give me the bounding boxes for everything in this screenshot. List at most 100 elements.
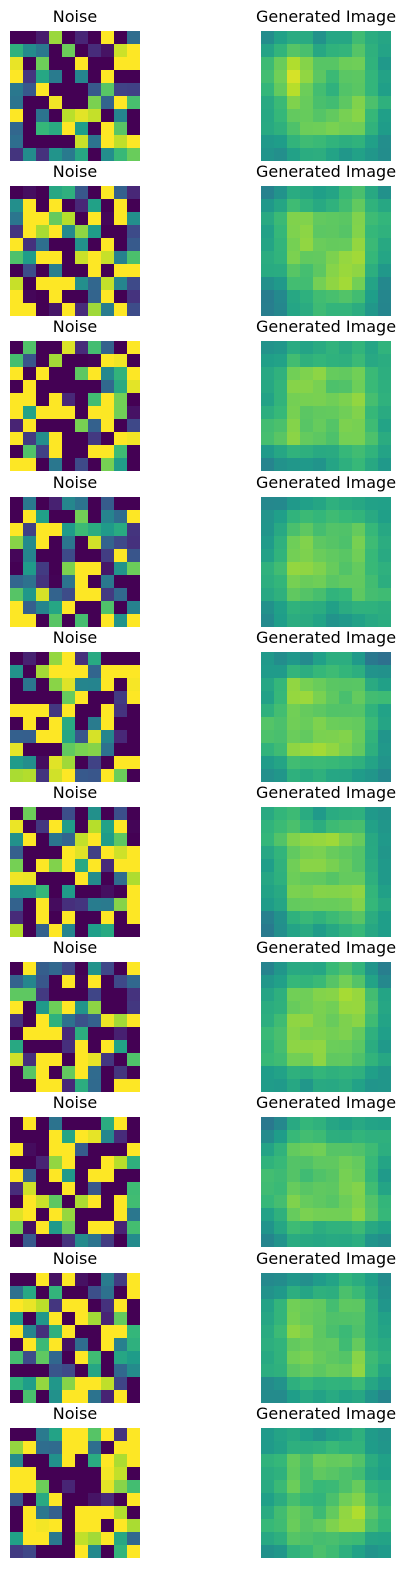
- heatmap-cell: [339, 846, 353, 860]
- heatmap-cell: [274, 988, 288, 1002]
- heatmap-cell: [75, 1376, 89, 1390]
- heatmap-cell: [378, 1156, 391, 1170]
- heatmap-cell: [10, 522, 24, 536]
- heatmap-cell: [101, 898, 115, 912]
- heatmap-cell: [75, 859, 89, 873]
- heatmap-cell: [127, 445, 140, 459]
- heatmap-cell: [313, 122, 327, 136]
- heatmap-cell: [313, 924, 327, 937]
- heatmap-cell: [36, 664, 50, 679]
- heatmap-cell: [127, 548, 140, 562]
- heatmap-cell: [274, 212, 288, 226]
- heatmap-cell: [326, 109, 340, 123]
- heatmap-cell: [36, 341, 50, 355]
- heatmap-cell: [23, 1479, 37, 1494]
- heatmap-cell: [10, 225, 24, 239]
- heatmap-cell: [88, 690, 102, 705]
- heatmap-cell: [127, 1453, 140, 1468]
- heatmap-cell: [49, 1350, 63, 1364]
- heatmap-cell: [10, 1272, 24, 1286]
- heatmap-cell: [88, 1531, 102, 1546]
- heatmap-cell: [274, 303, 288, 317]
- heatmap-cell: [365, 924, 379, 937]
- heatmap-cell: [287, 57, 301, 71]
- heatmap-cell: [101, 613, 115, 627]
- heatmap-cell: [10, 458, 24, 472]
- heatmap-cell: [261, 807, 275, 821]
- heatmap-cell: [62, 1376, 76, 1390]
- heatmap-cell: [36, 380, 50, 394]
- heatmap-cell: [88, 264, 102, 278]
- generated-image-heatmap: [261, 1272, 391, 1403]
- heatmap-cell: [313, 277, 327, 291]
- heatmap-cell: [101, 83, 115, 97]
- heatmap-cell: [75, 251, 89, 265]
- heatmap-cell: [313, 1027, 327, 1041]
- heatmap-cell: [300, 445, 314, 459]
- heatmap-cell: [88, 496, 102, 510]
- heatmap-cell: [274, 755, 288, 770]
- heatmap-cell: [101, 1156, 115, 1170]
- heatmap-cell: [287, 561, 301, 575]
- heatmap-cell: [261, 212, 275, 226]
- heatmap-cell: [274, 548, 288, 562]
- heatmap-cell: [127, 535, 140, 549]
- heatmap-cell: [339, 1001, 353, 1015]
- heatmap-cell: [49, 354, 63, 368]
- heatmap-cell: [378, 535, 391, 549]
- heatmap-cell: [300, 1311, 314, 1325]
- heatmap-cell: [326, 458, 340, 472]
- heatmap-cell: [261, 1195, 275, 1209]
- heatmap-cell: [365, 574, 379, 588]
- heatmap-cell: [62, 1040, 76, 1054]
- heatmap-cell: [261, 1427, 275, 1442]
- heatmap-cell: [352, 380, 366, 394]
- heatmap-cell: [49, 1453, 63, 1468]
- heatmap-cell: [62, 70, 76, 84]
- heatmap-cell: [101, 975, 115, 989]
- heatmap-cell: [326, 277, 340, 291]
- heatmap-cell: [274, 83, 288, 97]
- heatmap-cell: [287, 962, 301, 976]
- heatmap-cell: [339, 393, 353, 407]
- heatmap-cell: [261, 574, 275, 588]
- heatmap-cell: [300, 238, 314, 252]
- heatmap-cell: [287, 1195, 301, 1209]
- heatmap-cell: [62, 898, 76, 912]
- heatmap-cell: [274, 587, 288, 601]
- heatmap-cell: [36, 238, 50, 252]
- heatmap-cell: [114, 561, 128, 575]
- heatmap-cell: [88, 186, 102, 200]
- heatmap-cell: [36, 651, 50, 666]
- heatmap-cell: [36, 1221, 50, 1235]
- noise-heatmap: [10, 651, 140, 782]
- heatmap-cell: [62, 729, 76, 744]
- heatmap-cell: [62, 277, 76, 291]
- heatmap-cell: [49, 1311, 63, 1325]
- heatmap-cell: [339, 277, 353, 291]
- heatmap-cell: [62, 1518, 76, 1533]
- heatmap-cell: [10, 962, 24, 976]
- heatmap-cell: [36, 1053, 50, 1067]
- heatmap-cell: [36, 393, 50, 407]
- heatmap-cell: [274, 290, 288, 304]
- heatmap-cell: [287, 1337, 301, 1351]
- heatmap-cell: [339, 548, 353, 562]
- heatmap-cell: [287, 341, 301, 355]
- noise-title: Noise: [52, 7, 98, 26]
- heatmap-cell: [274, 962, 288, 976]
- heatmap-cell: [365, 703, 379, 718]
- heatmap-cell: [261, 613, 275, 627]
- heatmap-cell: [365, 898, 379, 912]
- heatmap-cell: [365, 1311, 379, 1325]
- heatmap-cell: [101, 1130, 115, 1144]
- heatmap-cell: [365, 664, 379, 679]
- heatmap-cell: [274, 1479, 288, 1494]
- heatmap-cell: [274, 1208, 288, 1222]
- heatmap-cell: [287, 911, 301, 925]
- heatmap-cell: [274, 924, 288, 937]
- heatmap-cell: [378, 148, 391, 161]
- heatmap-cell: [287, 885, 301, 899]
- heatmap-cell: [49, 1466, 63, 1481]
- heatmap-cell: [352, 885, 366, 899]
